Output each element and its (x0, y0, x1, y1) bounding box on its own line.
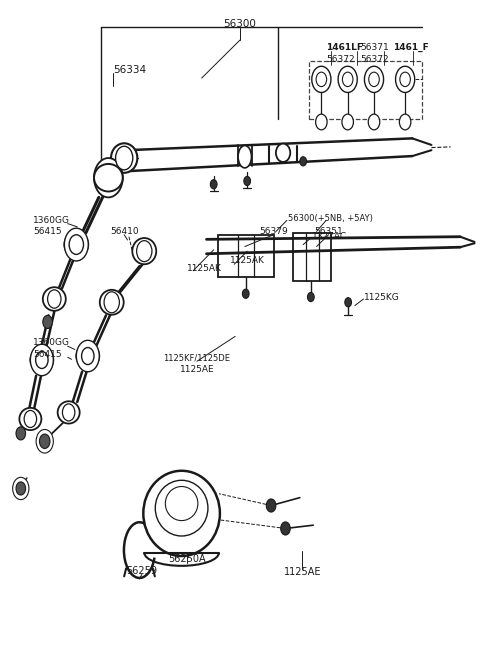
Ellipse shape (276, 144, 290, 162)
Circle shape (64, 228, 88, 261)
Text: 56300(+5NB, +5AY): 56300(+5NB, +5AY) (288, 214, 373, 223)
Circle shape (35, 351, 48, 369)
Circle shape (210, 179, 217, 189)
Text: 1125AE: 1125AE (180, 365, 214, 374)
Circle shape (342, 72, 353, 87)
Ellipse shape (111, 143, 137, 173)
Text: 56300: 56300 (224, 19, 256, 30)
Text: 1125AK: 1125AK (187, 263, 222, 273)
Bar (293, 233, 331, 281)
Circle shape (30, 344, 53, 376)
Circle shape (16, 427, 25, 440)
Text: 1125AK: 1125AK (230, 256, 265, 265)
Text: 56410: 56410 (111, 227, 139, 236)
Text: 1125AE: 1125AE (284, 568, 321, 578)
Circle shape (266, 499, 276, 512)
Text: 56351: 56351 (314, 227, 343, 236)
Circle shape (82, 348, 94, 365)
Ellipse shape (100, 290, 124, 315)
Circle shape (100, 166, 117, 189)
Ellipse shape (30, 348, 53, 372)
Circle shape (43, 315, 52, 328)
Text: 1461LF: 1461LF (326, 43, 363, 53)
Text: 1360GG: 1360GG (33, 215, 70, 225)
Text: 56415: 56415 (33, 227, 62, 236)
Circle shape (39, 434, 50, 449)
Circle shape (342, 114, 353, 130)
Circle shape (312, 66, 331, 93)
Circle shape (338, 66, 357, 93)
Circle shape (16, 482, 25, 495)
Text: 1327AC: 1327AC (312, 232, 347, 241)
Ellipse shape (132, 238, 156, 264)
Bar (218, 235, 274, 277)
Text: 56372: 56372 (360, 55, 389, 64)
Circle shape (104, 171, 113, 184)
Text: 1360GG: 1360GG (33, 338, 70, 348)
Text: 56371: 56371 (360, 43, 389, 53)
Circle shape (76, 340, 99, 372)
Text: 56334: 56334 (113, 64, 146, 74)
Circle shape (36, 430, 53, 453)
Circle shape (69, 234, 84, 255)
Circle shape (24, 411, 36, 428)
Circle shape (94, 158, 123, 197)
Circle shape (281, 522, 290, 535)
Circle shape (62, 404, 75, 421)
Circle shape (81, 347, 95, 365)
Circle shape (399, 114, 411, 130)
Ellipse shape (156, 480, 208, 536)
Circle shape (396, 66, 415, 93)
Circle shape (400, 72, 410, 87)
Circle shape (300, 157, 307, 166)
Text: 56259: 56259 (126, 566, 157, 576)
Circle shape (368, 114, 380, 130)
Circle shape (137, 240, 152, 261)
Ellipse shape (64, 232, 88, 257)
Circle shape (104, 292, 120, 313)
Bar (310, 61, 422, 119)
Text: 56415: 56415 (33, 350, 62, 359)
Circle shape (36, 351, 48, 369)
Circle shape (69, 235, 84, 254)
Ellipse shape (144, 471, 220, 556)
Ellipse shape (165, 486, 198, 520)
Circle shape (242, 289, 249, 298)
Text: 1125KG: 1125KG (364, 292, 400, 302)
Text: 56250A: 56250A (168, 555, 206, 564)
Circle shape (244, 176, 251, 185)
Ellipse shape (76, 344, 99, 368)
Text: 1125KF/1125DE: 1125KF/1125DE (163, 353, 230, 363)
Circle shape (12, 478, 29, 499)
Text: 1461_F: 1461_F (393, 43, 429, 53)
Ellipse shape (238, 146, 252, 168)
Circle shape (116, 147, 133, 170)
Ellipse shape (19, 408, 41, 430)
Circle shape (364, 66, 384, 93)
Circle shape (369, 72, 379, 87)
Circle shape (345, 298, 351, 307)
Text: 56372: 56372 (326, 55, 355, 64)
Circle shape (316, 114, 327, 130)
Circle shape (316, 72, 326, 87)
Circle shape (308, 292, 314, 302)
Ellipse shape (94, 164, 123, 191)
Text: 56379: 56379 (259, 227, 288, 236)
Circle shape (48, 290, 61, 308)
Ellipse shape (43, 287, 66, 311)
Ellipse shape (58, 401, 80, 424)
